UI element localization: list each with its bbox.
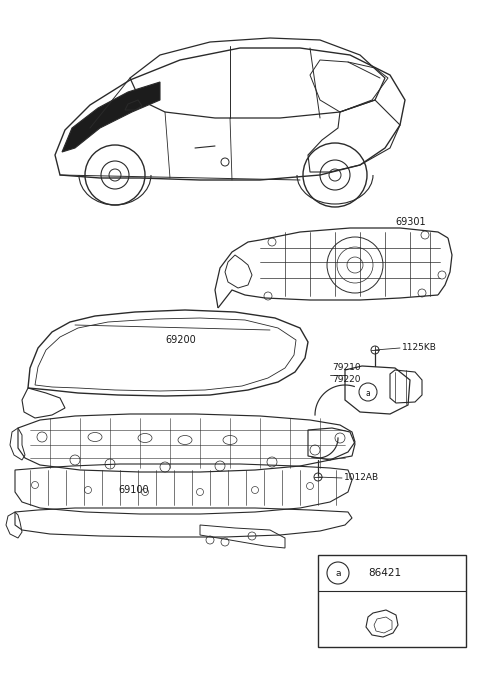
Text: 1012AB: 1012AB	[344, 473, 379, 483]
Polygon shape	[62, 82, 160, 152]
Text: a: a	[366, 389, 371, 398]
Text: 79210: 79210	[332, 364, 360, 373]
Bar	[318, 555, 466, 647]
Text: 79220: 79220	[332, 375, 360, 385]
Text: 69301: 69301	[395, 217, 426, 227]
Text: 69200: 69200	[165, 335, 196, 345]
Text: 69100: 69100	[118, 485, 149, 495]
Text: a: a	[335, 570, 341, 578]
Text: 1125KB: 1125KB	[402, 344, 437, 352]
Text: 86421: 86421	[368, 568, 401, 578]
